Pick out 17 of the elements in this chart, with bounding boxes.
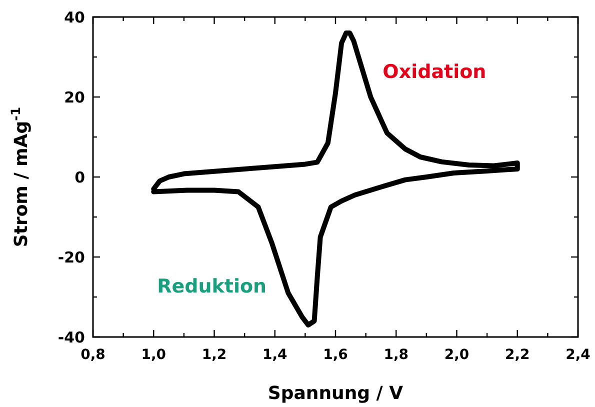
x-tick-label: 1,0 xyxy=(141,347,166,363)
x-tick-label: 2,2 xyxy=(504,347,530,363)
y-tick-label: 40 xyxy=(64,8,85,26)
x-tick-label: 1,6 xyxy=(323,347,348,363)
y-tick-label: 0 xyxy=(74,168,85,186)
x-tick-label: 2,0 xyxy=(444,347,470,363)
x-axis-title: Spannung / V xyxy=(268,383,404,404)
y-tick-label: -20 xyxy=(58,248,85,266)
x-tick-label: 1,8 xyxy=(384,347,409,363)
x-tick-label: 1,4 xyxy=(262,347,288,363)
annotation: Reduktion xyxy=(157,275,267,298)
x-tick-label: 1,2 xyxy=(202,347,227,363)
y-tick-label: -40 xyxy=(58,328,85,346)
x-tick-label: 2,4 xyxy=(566,347,591,363)
x-tick-label: 0,8 xyxy=(80,347,106,363)
y-tick-label: 20 xyxy=(64,88,85,106)
annotation: Oxidation xyxy=(382,61,486,84)
